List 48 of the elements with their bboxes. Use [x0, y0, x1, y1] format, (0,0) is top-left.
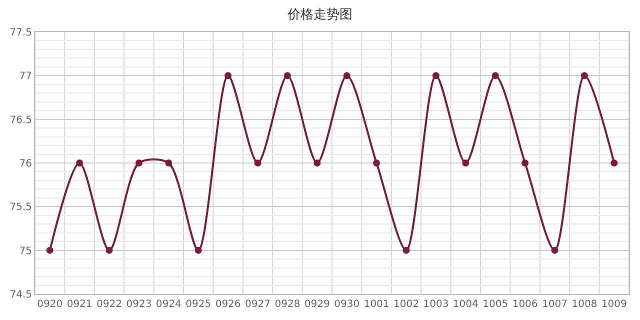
- x-tick-label: 0927: [245, 299, 270, 310]
- point: [373, 160, 380, 166]
- point: [580, 72, 588, 80]
- x-tick-label: 1005: [482, 299, 508, 310]
- y-tick-label: 74.5: [10, 290, 32, 300]
- point: [106, 246, 113, 254]
- point: [343, 72, 350, 80]
- point: [254, 160, 262, 166]
- point: [432, 72, 440, 80]
- point: [76, 160, 84, 166]
- point: [314, 160, 321, 166]
- chart-title: 价格走势图: [286, 8, 352, 23]
- x-tick-label: 1002: [394, 299, 419, 310]
- point: [610, 160, 618, 166]
- y-tick-label: 77.5: [10, 28, 32, 38]
- x-tick-label: 1004: [452, 299, 478, 310]
- x-tick-label: 0925: [186, 299, 212, 310]
- x-tick-label: 1001: [364, 299, 390, 310]
- point: [194, 246, 202, 254]
- point: [284, 72, 291, 80]
- point: [462, 160, 470, 166]
- x-tick-label: 0923: [126, 299, 152, 310]
- point: [551, 246, 558, 254]
- point: [46, 246, 54, 254]
- y-tick-label: 77: [19, 71, 32, 82]
- x-tick-label: 1009: [601, 299, 627, 310]
- x-tick-label: 1008: [572, 299, 598, 310]
- y-tick-label: 76: [19, 158, 32, 170]
- x-tick-label: 0921: [66, 299, 92, 310]
- x-tick-label: 1006: [512, 299, 538, 310]
- x-tick-label: 0922: [96, 299, 122, 310]
- point: [402, 246, 410, 254]
- x-tick-label: 1007: [542, 299, 568, 310]
- y-tick-label: 75.5: [10, 202, 32, 214]
- x-tick-label: 0924: [156, 299, 182, 310]
- x-tick-label: 0930: [334, 299, 360, 310]
- point: [492, 72, 499, 80]
- point: [165, 160, 172, 166]
- point: [522, 160, 529, 166]
- x-tick-label: 0928: [274, 299, 300, 310]
- x-tick-label: 0929: [304, 299, 330, 310]
- x-tick-label: 0920: [37, 299, 63, 310]
- x-tick-label: 0926: [215, 299, 241, 310]
- x-tick-label: 1003: [423, 299, 449, 310]
- point: [135, 160, 142, 166]
- y-tick-label: 76.5: [10, 114, 32, 126]
- point: [224, 72, 232, 80]
- y-tick-label: 75: [19, 246, 32, 257]
